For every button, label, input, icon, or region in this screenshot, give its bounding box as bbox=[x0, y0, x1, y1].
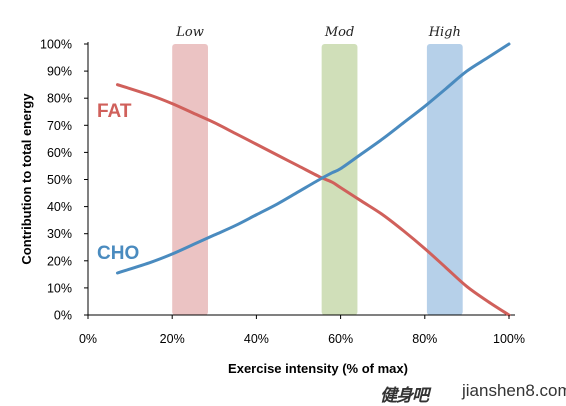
y-tick-label: 60% bbox=[47, 146, 72, 160]
y-tick-label: 50% bbox=[47, 173, 72, 187]
series-line-cho bbox=[115, 42, 511, 275]
band-high bbox=[426, 44, 463, 315]
series-label-fat: FAT bbox=[97, 101, 132, 122]
x-tick-label: 80% bbox=[412, 332, 437, 346]
x-axis-title: Exercise intensity (% of max) bbox=[228, 361, 408, 376]
y-tick-label: 30% bbox=[47, 227, 72, 241]
band-low bbox=[172, 44, 208, 315]
y-tick-label: 20% bbox=[47, 254, 72, 268]
axes bbox=[87, 42, 515, 316]
band-label-high: High bbox=[428, 25, 461, 40]
y-tick-label: 100% bbox=[40, 38, 72, 52]
band-label-low: Low bbox=[175, 25, 204, 40]
band-label-mod: Mod bbox=[324, 25, 354, 40]
y-tick-label: 80% bbox=[47, 92, 72, 106]
x-tick-label: 40% bbox=[244, 332, 269, 346]
x-tick-label: 100% bbox=[493, 332, 525, 346]
x-tick-label: 60% bbox=[328, 332, 353, 346]
intensity-bands: Low Mod High bbox=[172, 25, 463, 315]
y-tick-label: 0% bbox=[54, 309, 72, 323]
series-lines: FAT CHO bbox=[97, 42, 511, 317]
y-tick-label: 70% bbox=[47, 119, 72, 133]
y-tick-label: 10% bbox=[47, 281, 72, 295]
watermark-text: jianshen8.com bbox=[462, 381, 566, 400]
series-label-cho: CHO bbox=[97, 243, 139, 264]
x-tick-label: 20% bbox=[160, 332, 185, 346]
series-line-fat bbox=[115, 83, 511, 317]
y-axis-title: Contribution to total energy bbox=[19, 93, 34, 265]
y-tick-label: 40% bbox=[47, 200, 72, 214]
band-mod bbox=[321, 44, 358, 315]
tick-labels: 0% 10% 20% 30% 40% 50% 60% 70% 80% 90% 100% 0% 20% 40… bbox=[40, 38, 525, 347]
watermark: 健身吧 jianshen8.com bbox=[380, 379, 566, 406]
y-tick-label: 90% bbox=[47, 65, 72, 79]
x-tick-label: 0% bbox=[79, 332, 97, 346]
watermark-logo: 健身吧 bbox=[380, 386, 429, 406]
